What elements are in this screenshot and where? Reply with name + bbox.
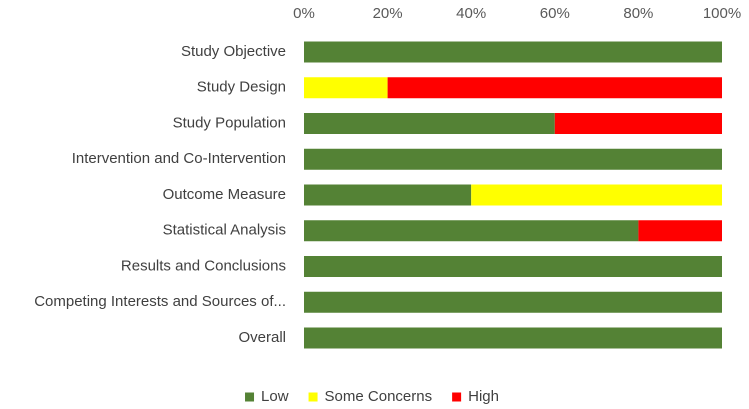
bar-segment-low bbox=[304, 184, 472, 206]
x-tick-label: 40% bbox=[456, 5, 486, 22]
x-tick-label: 80% bbox=[623, 5, 653, 22]
category-label: Competing Interests and Sources of... bbox=[34, 293, 286, 310]
bar-segment-low bbox=[304, 291, 722, 313]
x-tick-label: 0% bbox=[293, 5, 315, 22]
legend-item-low: Low bbox=[245, 388, 289, 405]
x-tick-label: 20% bbox=[373, 5, 403, 22]
bar-segment-low bbox=[304, 327, 722, 349]
bar-segment-high bbox=[387, 77, 722, 99]
bar-segment-low bbox=[304, 256, 722, 277]
legend-label: Low bbox=[261, 388, 289, 405]
bar-segment-some-concerns bbox=[304, 77, 388, 99]
legend-marker bbox=[308, 392, 318, 402]
legend-marker bbox=[452, 392, 462, 402]
legend-marker bbox=[245, 392, 255, 402]
bar-segment-low bbox=[304, 113, 555, 134]
category-label: Study Population bbox=[173, 114, 286, 131]
legend-label: High bbox=[468, 388, 499, 405]
bar-segment-some-concerns bbox=[471, 184, 722, 206]
bar-segment-low bbox=[304, 41, 722, 63]
category-label: Study Objective bbox=[181, 43, 286, 60]
x-tick-label: 60% bbox=[540, 5, 570, 22]
category-label: Study Design bbox=[197, 79, 286, 96]
bar-segment-low bbox=[304, 148, 722, 170]
category-label: Outcome Measure bbox=[163, 186, 286, 203]
category-label: Overall bbox=[238, 329, 286, 346]
x-tick-label: 100% bbox=[703, 5, 741, 22]
bar-segment-high bbox=[638, 220, 722, 242]
bar-segment-high bbox=[554, 113, 722, 134]
category-label: Statistical Analysis bbox=[163, 222, 286, 239]
category-label: Intervention and Co-Intervention bbox=[72, 150, 286, 167]
category-label: Results and Conclusions bbox=[121, 257, 286, 274]
legend-item-some-concerns: Some Concerns bbox=[308, 388, 433, 405]
legend-item-high: High bbox=[452, 388, 499, 405]
bar-segment-low bbox=[304, 220, 639, 242]
legend-label: Some Concerns bbox=[325, 388, 433, 405]
